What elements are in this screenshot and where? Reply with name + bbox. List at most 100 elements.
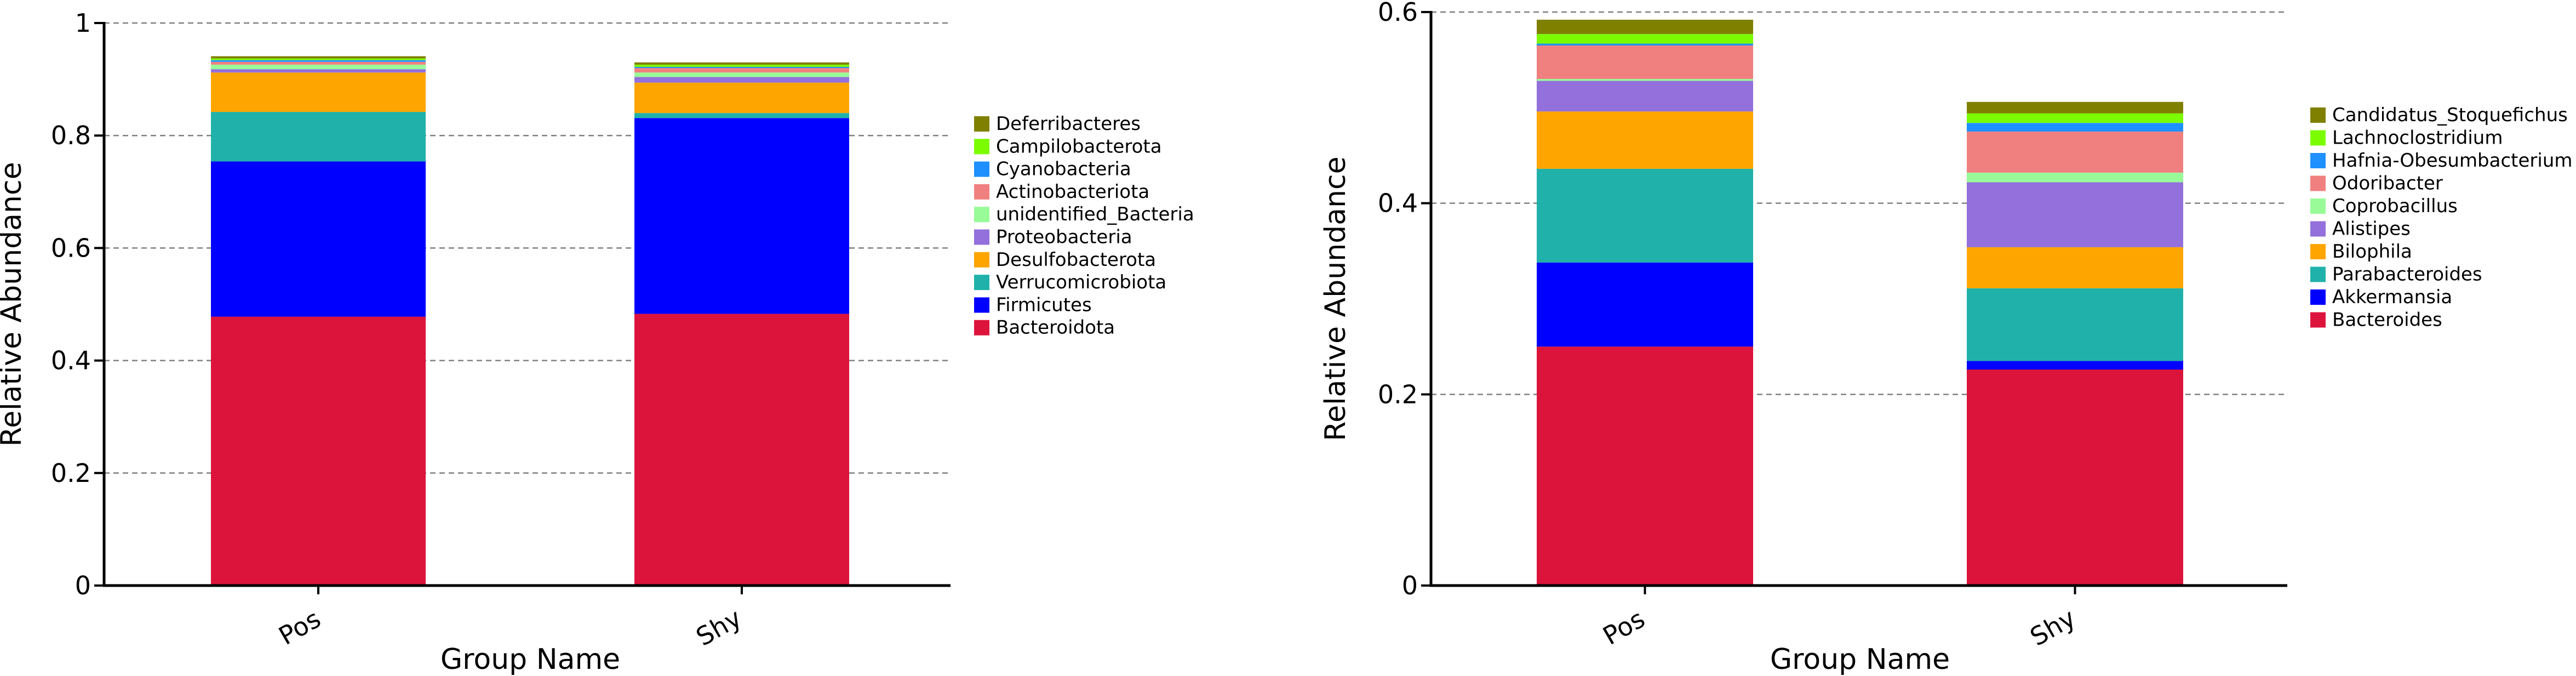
legend-swatch — [974, 229, 989, 245]
bar-segment-pos-bacteroides — [1537, 346, 1753, 586]
legend-label: Odoribacter — [2332, 173, 2443, 195]
legend-label: Lachnoclostridium — [2332, 127, 2503, 149]
y-tick-label: 0.6 — [51, 233, 91, 263]
legend-label: Firmicutes — [996, 294, 1092, 316]
legend-label: Hafnia-Obesumbacterium — [2332, 150, 2573, 172]
bar-segment-shy-akkermansia — [1967, 361, 2183, 370]
legend-label: Cyanobacteria — [996, 158, 1131, 180]
bar-segment-pos-verrucomicrobiota — [211, 112, 426, 162]
legend-swatch — [2310, 289, 2326, 305]
x-tick-label-pos: Pos — [274, 604, 326, 651]
bar-segment-shy-firmicutes — [634, 118, 849, 314]
bar-segment-pos-deferribacteres — [211, 56, 426, 59]
bar-segment-pos-alistipes — [1537, 81, 1753, 112]
bar-segment-shy-parabacteroides — [1967, 288, 2183, 361]
bar-segment-pos-actinobacteriota — [211, 61, 426, 65]
bar-segment-shy-cyanobacteria — [634, 67, 849, 69]
legend-label: Bacteroides — [2332, 309, 2442, 331]
legend-swatch — [2310, 266, 2326, 282]
bar-segment-pos-firmicutes — [211, 161, 426, 317]
legend-label: Bilophila — [2332, 241, 2412, 263]
left-phylum-chart: 0 0.2 0.4 0.6 0.8 1 Pos Shy Group Name Relative A… — [0, 8, 1194, 676]
bar-segment-shy-bilophila — [1967, 247, 2183, 288]
bar-segment-shy-bacteroidota — [634, 314, 849, 586]
legend-swatch — [974, 275, 989, 291]
x-axis-title: Group Name — [440, 643, 620, 676]
legend-swatch — [2310, 175, 2326, 191]
x-tick-label-shy: Shy — [691, 603, 746, 652]
y-tick-label: 0 — [75, 571, 91, 600]
bar-segment-pos-desulfobacterota — [211, 72, 426, 112]
y-tick-label: 0 — [1402, 571, 1418, 600]
legend-label: Proteobacteria — [996, 226, 1132, 248]
legend-swatch — [2310, 107, 2326, 123]
bar-segment-pos-cyanobacteria — [211, 60, 426, 62]
legend-label: Bacteroidota — [996, 317, 1115, 339]
bar-segment-shy-verrucomicrobiota — [634, 113, 849, 118]
right-genus-chart: 0 0.2 0.4 0.6 Pos Shy Group Name Relative Abund… — [1319, 0, 2573, 676]
bar-segment-pos-coprobacillus — [1537, 79, 1753, 81]
legend-swatch — [2310, 130, 2326, 146]
y-tick-label: 0.6 — [1378, 0, 1418, 27]
legend-swatch — [974, 116, 989, 132]
legend-swatch — [2310, 221, 2326, 237]
bar-segment-shy-proteobacteria — [634, 77, 849, 83]
legend-label: Alistipes — [2332, 218, 2411, 240]
bar-segment-pos-candidatus-stoquefichus — [1537, 19, 1753, 35]
y-tick-label: 0.2 — [51, 458, 91, 488]
bar-segment-pos-hafnia-obesumbacterium — [1537, 43, 1753, 46]
bar-segment-pos-lachnoclostridium — [1537, 34, 1753, 44]
bar-segment-shy-bacteroides — [1967, 370, 2183, 586]
bar-segment-shy-actinobacteriota — [634, 68, 849, 73]
y-axis-title: Relative Abundance — [0, 162, 28, 446]
bar-segment-pos-campilobacterota — [211, 58, 426, 60]
y-axis-title: Relative Abundance — [1319, 156, 1352, 441]
bar-segment-shy-desulfobacterota — [634, 82, 849, 113]
bar-segment-shy-alistipes — [1967, 182, 2183, 247]
legend-swatch — [974, 207, 989, 223]
legend-label: Campilobacterota — [996, 135, 1162, 157]
y-tick-label: 0.2 — [1378, 379, 1418, 409]
legend-swatch — [2310, 312, 2326, 328]
legend-swatch — [2310, 198, 2326, 214]
y-tick-label: 1 — [75, 8, 91, 38]
bar-segment-pos-unidentified-bacteria — [211, 64, 426, 70]
bar-segment-shy-candidatus-stoquefichus — [1967, 101, 2183, 113]
bar-segment-shy-unidentified-bacteria — [634, 72, 849, 77]
bar-segment-shy-deferribacteres — [634, 62, 849, 65]
legend-label: Actinobacteriota — [996, 181, 1149, 203]
legend-swatch — [974, 161, 989, 177]
legend-swatch — [974, 184, 989, 200]
bar-segment-shy-odoribacter — [1967, 131, 2183, 173]
x-tick-label-shy: Shy — [2025, 603, 2080, 652]
bar-segment-pos-bacteroidota — [211, 316, 426, 586]
y-tick-label: 0.8 — [51, 121, 91, 150]
bar-segment-pos-proteobacteria — [211, 69, 426, 73]
bar-segment-pos-bilophila — [1537, 111, 1753, 169]
legend-swatch — [974, 252, 989, 268]
legend-label: unidentified_Bacteria — [996, 203, 1194, 225]
legend-label: Deferribacteres — [996, 113, 1141, 135]
bar-segment-shy-campilobacterota — [634, 64, 849, 67]
legend-label: Akkermansia — [2332, 286, 2452, 308]
legend-label: Parabacteroides — [2332, 264, 2482, 286]
legend-label: Desulfobacterota — [996, 249, 1156, 271]
legend-swatch — [974, 139, 989, 155]
x-axis-title: Group Name — [1770, 643, 1950, 676]
legend-swatch — [974, 297, 989, 313]
bar-segment-pos-odoribacter — [1537, 46, 1753, 79]
legend-swatch — [2310, 153, 2326, 168]
bar-segment-pos-akkermansia — [1537, 262, 1753, 347]
x-tick-label-pos: Pos — [1598, 604, 1650, 651]
legend-label: Verrucomicrobiota — [996, 271, 1166, 293]
y-tick-label: 0.4 — [51, 346, 91, 376]
y-tick-label: 0.4 — [1378, 189, 1418, 218]
legend-swatch — [974, 320, 989, 336]
bar-segment-shy-coprobacillus — [1967, 172, 2183, 183]
bar-segment-shy-lachnoclostridium — [1967, 113, 2183, 123]
bar-segment-pos-parabacteroides — [1537, 168, 1753, 263]
legend-label: Coprobacillus — [2332, 195, 2458, 217]
bar-segment-shy-hafnia-obesumbacterium — [1967, 123, 2183, 132]
legend-label: Candidatus_Stoquefichus — [2332, 104, 2568, 126]
